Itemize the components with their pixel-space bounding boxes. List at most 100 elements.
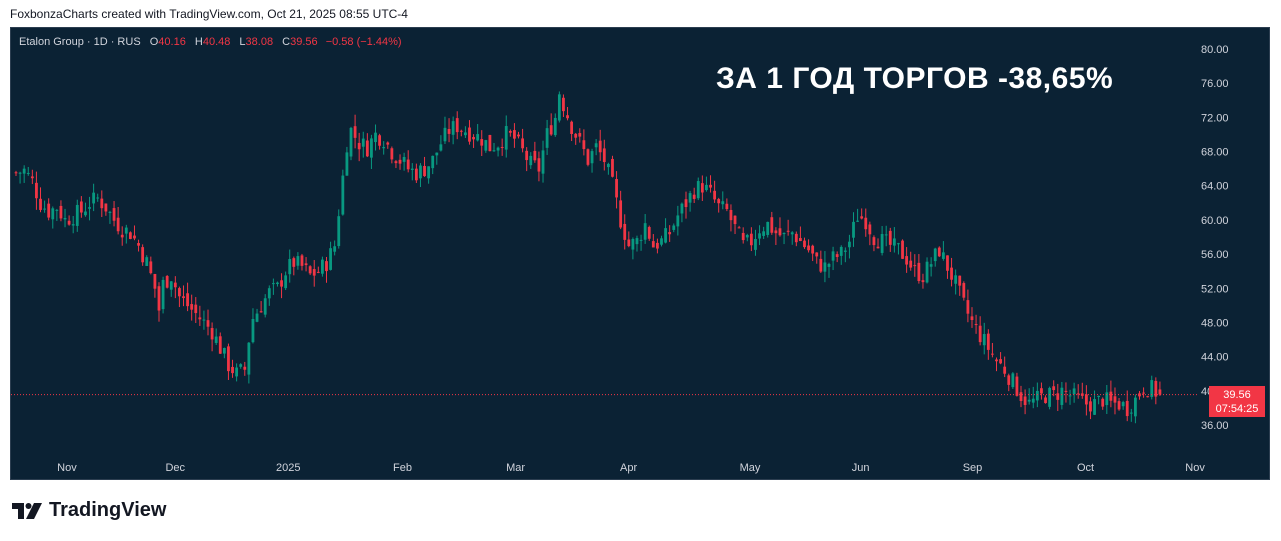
candle-body xyxy=(128,232,132,239)
candle-body xyxy=(991,353,994,355)
candle-body xyxy=(165,276,169,288)
candle-body xyxy=(721,201,725,205)
candle-body xyxy=(447,128,451,134)
candle-body xyxy=(884,234,888,236)
candle-body xyxy=(741,232,745,241)
candle-body xyxy=(1093,399,1096,415)
candle-body xyxy=(329,248,332,270)
candle-body xyxy=(500,146,504,148)
candle-body xyxy=(1076,393,1080,395)
candle-body xyxy=(725,203,729,210)
candle-body xyxy=(905,256,909,265)
chart-panel[interactable]: 80.00 76.00 72.00 68.00 64.00 60.00 56.00 52.00… xyxy=(10,27,1270,480)
candle-body xyxy=(811,245,815,254)
candle-body xyxy=(173,282,177,288)
candle-body xyxy=(1052,386,1056,391)
candle-body xyxy=(897,243,900,245)
y-tick-label: 36.00 xyxy=(1201,420,1229,432)
candle-body xyxy=(1117,401,1121,410)
candle-body xyxy=(660,238,663,245)
candle-body xyxy=(484,140,488,151)
candle-body xyxy=(468,127,471,142)
candle-body xyxy=(848,241,851,248)
candlestick-chart[interactable]: 80.00 76.00 72.00 68.00 64.00 60.00 56.00 52.00… xyxy=(11,28,1269,479)
candle-body xyxy=(157,286,161,311)
candle-body xyxy=(941,252,945,259)
candle-body xyxy=(96,197,100,199)
candle-body xyxy=(1113,396,1117,403)
candle-body xyxy=(913,265,917,267)
candle-body xyxy=(1019,392,1023,401)
candle-body xyxy=(749,233,753,246)
candle-body xyxy=(819,258,823,272)
candle-body xyxy=(496,147,500,151)
candle-body xyxy=(647,227,651,239)
candle-body xyxy=(737,227,741,229)
candle-body xyxy=(1109,391,1113,401)
candle-body xyxy=(827,263,831,267)
candle-body xyxy=(406,159,410,170)
candle-body xyxy=(423,165,426,177)
candle-body xyxy=(88,207,91,209)
candle-body xyxy=(680,203,684,214)
candle-body xyxy=(623,223,627,240)
candle-body xyxy=(1154,380,1158,397)
candle-body xyxy=(71,224,75,226)
candle-body xyxy=(312,269,316,276)
candle-body xyxy=(18,172,22,174)
candle-body xyxy=(1007,375,1011,385)
candle-body xyxy=(982,334,986,346)
candle-body xyxy=(1023,396,1027,405)
candle-body xyxy=(639,239,643,241)
candle-body xyxy=(161,279,165,310)
change-value: −0.58 (−1.44%) xyxy=(325,36,402,48)
candle-body xyxy=(606,163,610,168)
candle-body xyxy=(292,258,296,267)
candle-body xyxy=(1105,392,1109,406)
candle-body xyxy=(978,325,982,343)
candle-body xyxy=(843,250,847,252)
candle-body xyxy=(586,149,590,165)
candle-body xyxy=(999,359,1002,364)
y-tick-label: 60.00 xyxy=(1201,215,1229,227)
candle-body xyxy=(182,296,185,299)
candle-body xyxy=(116,217,120,232)
candle-body xyxy=(271,283,275,285)
candle-body xyxy=(419,165,422,179)
candle-body xyxy=(206,320,210,327)
candle-body xyxy=(888,230,892,245)
candle-body xyxy=(537,158,541,172)
candle-body xyxy=(1003,366,1007,374)
candle-body xyxy=(149,261,153,274)
candle-body xyxy=(222,347,226,354)
tradingview-logo[interactable]: TradingView xyxy=(12,499,166,522)
candle-body xyxy=(917,262,921,282)
candle-body xyxy=(901,240,904,259)
candle-body xyxy=(251,319,255,343)
candle-body xyxy=(876,246,880,249)
x-tick-label: Oct xyxy=(1077,462,1094,474)
candle-body xyxy=(55,209,59,211)
candle-body xyxy=(92,192,96,204)
candle-body xyxy=(235,367,239,377)
candle-body xyxy=(733,215,737,225)
candle-body xyxy=(958,275,962,286)
candle-body xyxy=(582,140,586,150)
candle-body xyxy=(1134,397,1137,417)
candle-body xyxy=(472,137,475,140)
candle-body xyxy=(1146,396,1150,398)
candle-body xyxy=(361,138,365,147)
candle-body xyxy=(794,233,798,243)
close-label: C xyxy=(282,36,291,48)
candle-body xyxy=(190,304,194,310)
candle-body xyxy=(30,176,34,179)
candle-body xyxy=(398,159,402,164)
candle-body xyxy=(1068,395,1072,397)
candle-body xyxy=(676,215,680,227)
candle-body xyxy=(1064,390,1068,392)
candle-body xyxy=(304,263,308,266)
candle-body xyxy=(259,311,263,313)
candle-body xyxy=(255,313,259,322)
open-label: O xyxy=(149,36,159,48)
last-price-badge: 39.56 07:54:25 xyxy=(1209,386,1265,417)
